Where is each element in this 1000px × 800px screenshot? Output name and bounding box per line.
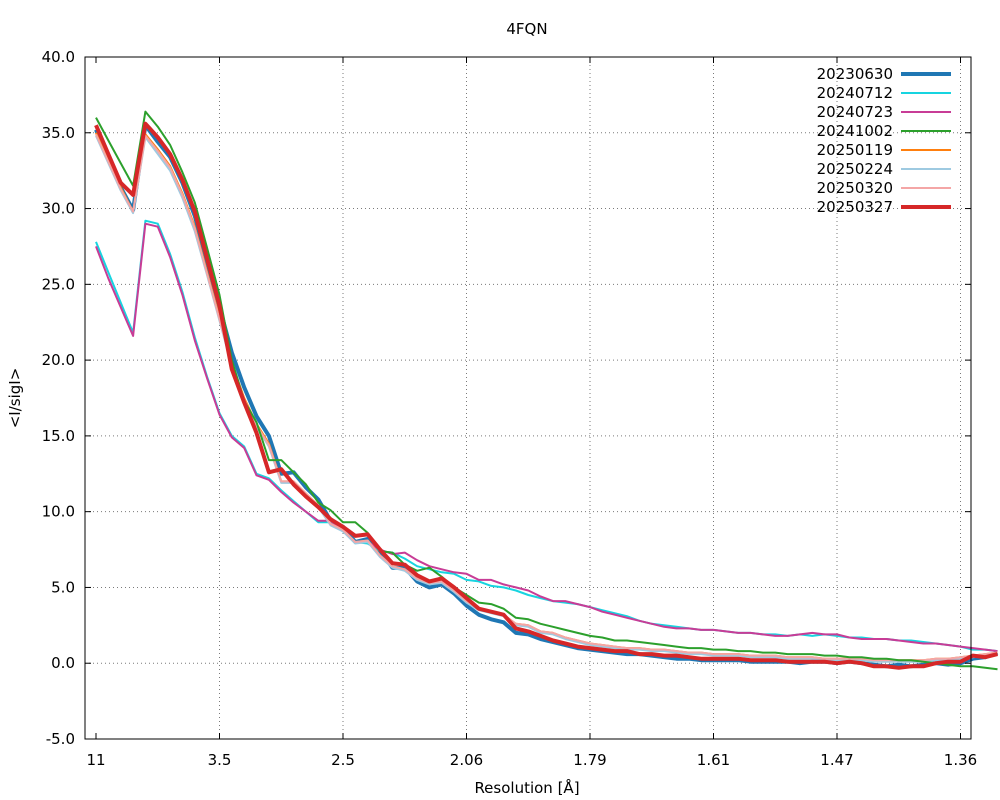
x-axis-title: Resolution [Å] (474, 778, 579, 797)
legend-label: 20241002 (817, 122, 893, 140)
x-tick-label: 2.06 (450, 751, 483, 769)
legend-label: 20250119 (817, 141, 893, 159)
y-tick-label: -5.0 (46, 730, 75, 748)
x-tick-label: 2.5 (331, 751, 355, 769)
y-axis-ticks: -5.0 0.0 5.0 10.0 15.0 20.0 25.0 30.0 35.0 40.0 (42, 48, 971, 748)
series-line-20250327 (94, 121, 998, 670)
x-tick-label: 1.61 (697, 751, 730, 769)
y-tick-label: 20.0 (42, 351, 75, 369)
y-tick-label: 35.0 (42, 124, 75, 142)
x-tick-label: 11 (86, 751, 105, 769)
y-axis-title: <I/sigI> (6, 368, 24, 429)
y-tick-label: 0.0 (51, 654, 75, 672)
y-tick-label: 40.0 (42, 48, 75, 66)
y-tick-label: 15.0 (42, 427, 75, 445)
x-tick-label: 3.5 (208, 751, 232, 769)
legend-label: 20250327 (817, 198, 893, 216)
legend-label: 20240723 (817, 103, 893, 121)
x-tick-label: 1.79 (573, 751, 606, 769)
y-tick-label: 10.0 (42, 503, 75, 521)
plot-frame (84, 56, 972, 740)
x-tick-label: 1.47 (820, 751, 853, 769)
y-tick-label: 30.0 (42, 200, 75, 218)
series-lines (94, 110, 999, 671)
legend-label: 20250224 (817, 160, 893, 178)
grid (85, 57, 971, 739)
legend-label: 20240712 (817, 84, 893, 102)
legend: 2023063020240712202407232024100220250119… (817, 65, 951, 216)
chart-title: 4FQN (506, 20, 547, 38)
x-axis-ticks: 11 3.5 2.5 2.06 1.79 1.61 1.47 1.36 (86, 57, 977, 769)
x-tick-label: 1.36 (944, 751, 977, 769)
y-tick-label: 5.0 (51, 578, 75, 596)
y-tick-label: 25.0 (42, 275, 75, 293)
legend-label: 20230630 (817, 65, 893, 83)
series-line-20240723 (95, 222, 998, 653)
legend-label: 20250320 (817, 179, 893, 197)
